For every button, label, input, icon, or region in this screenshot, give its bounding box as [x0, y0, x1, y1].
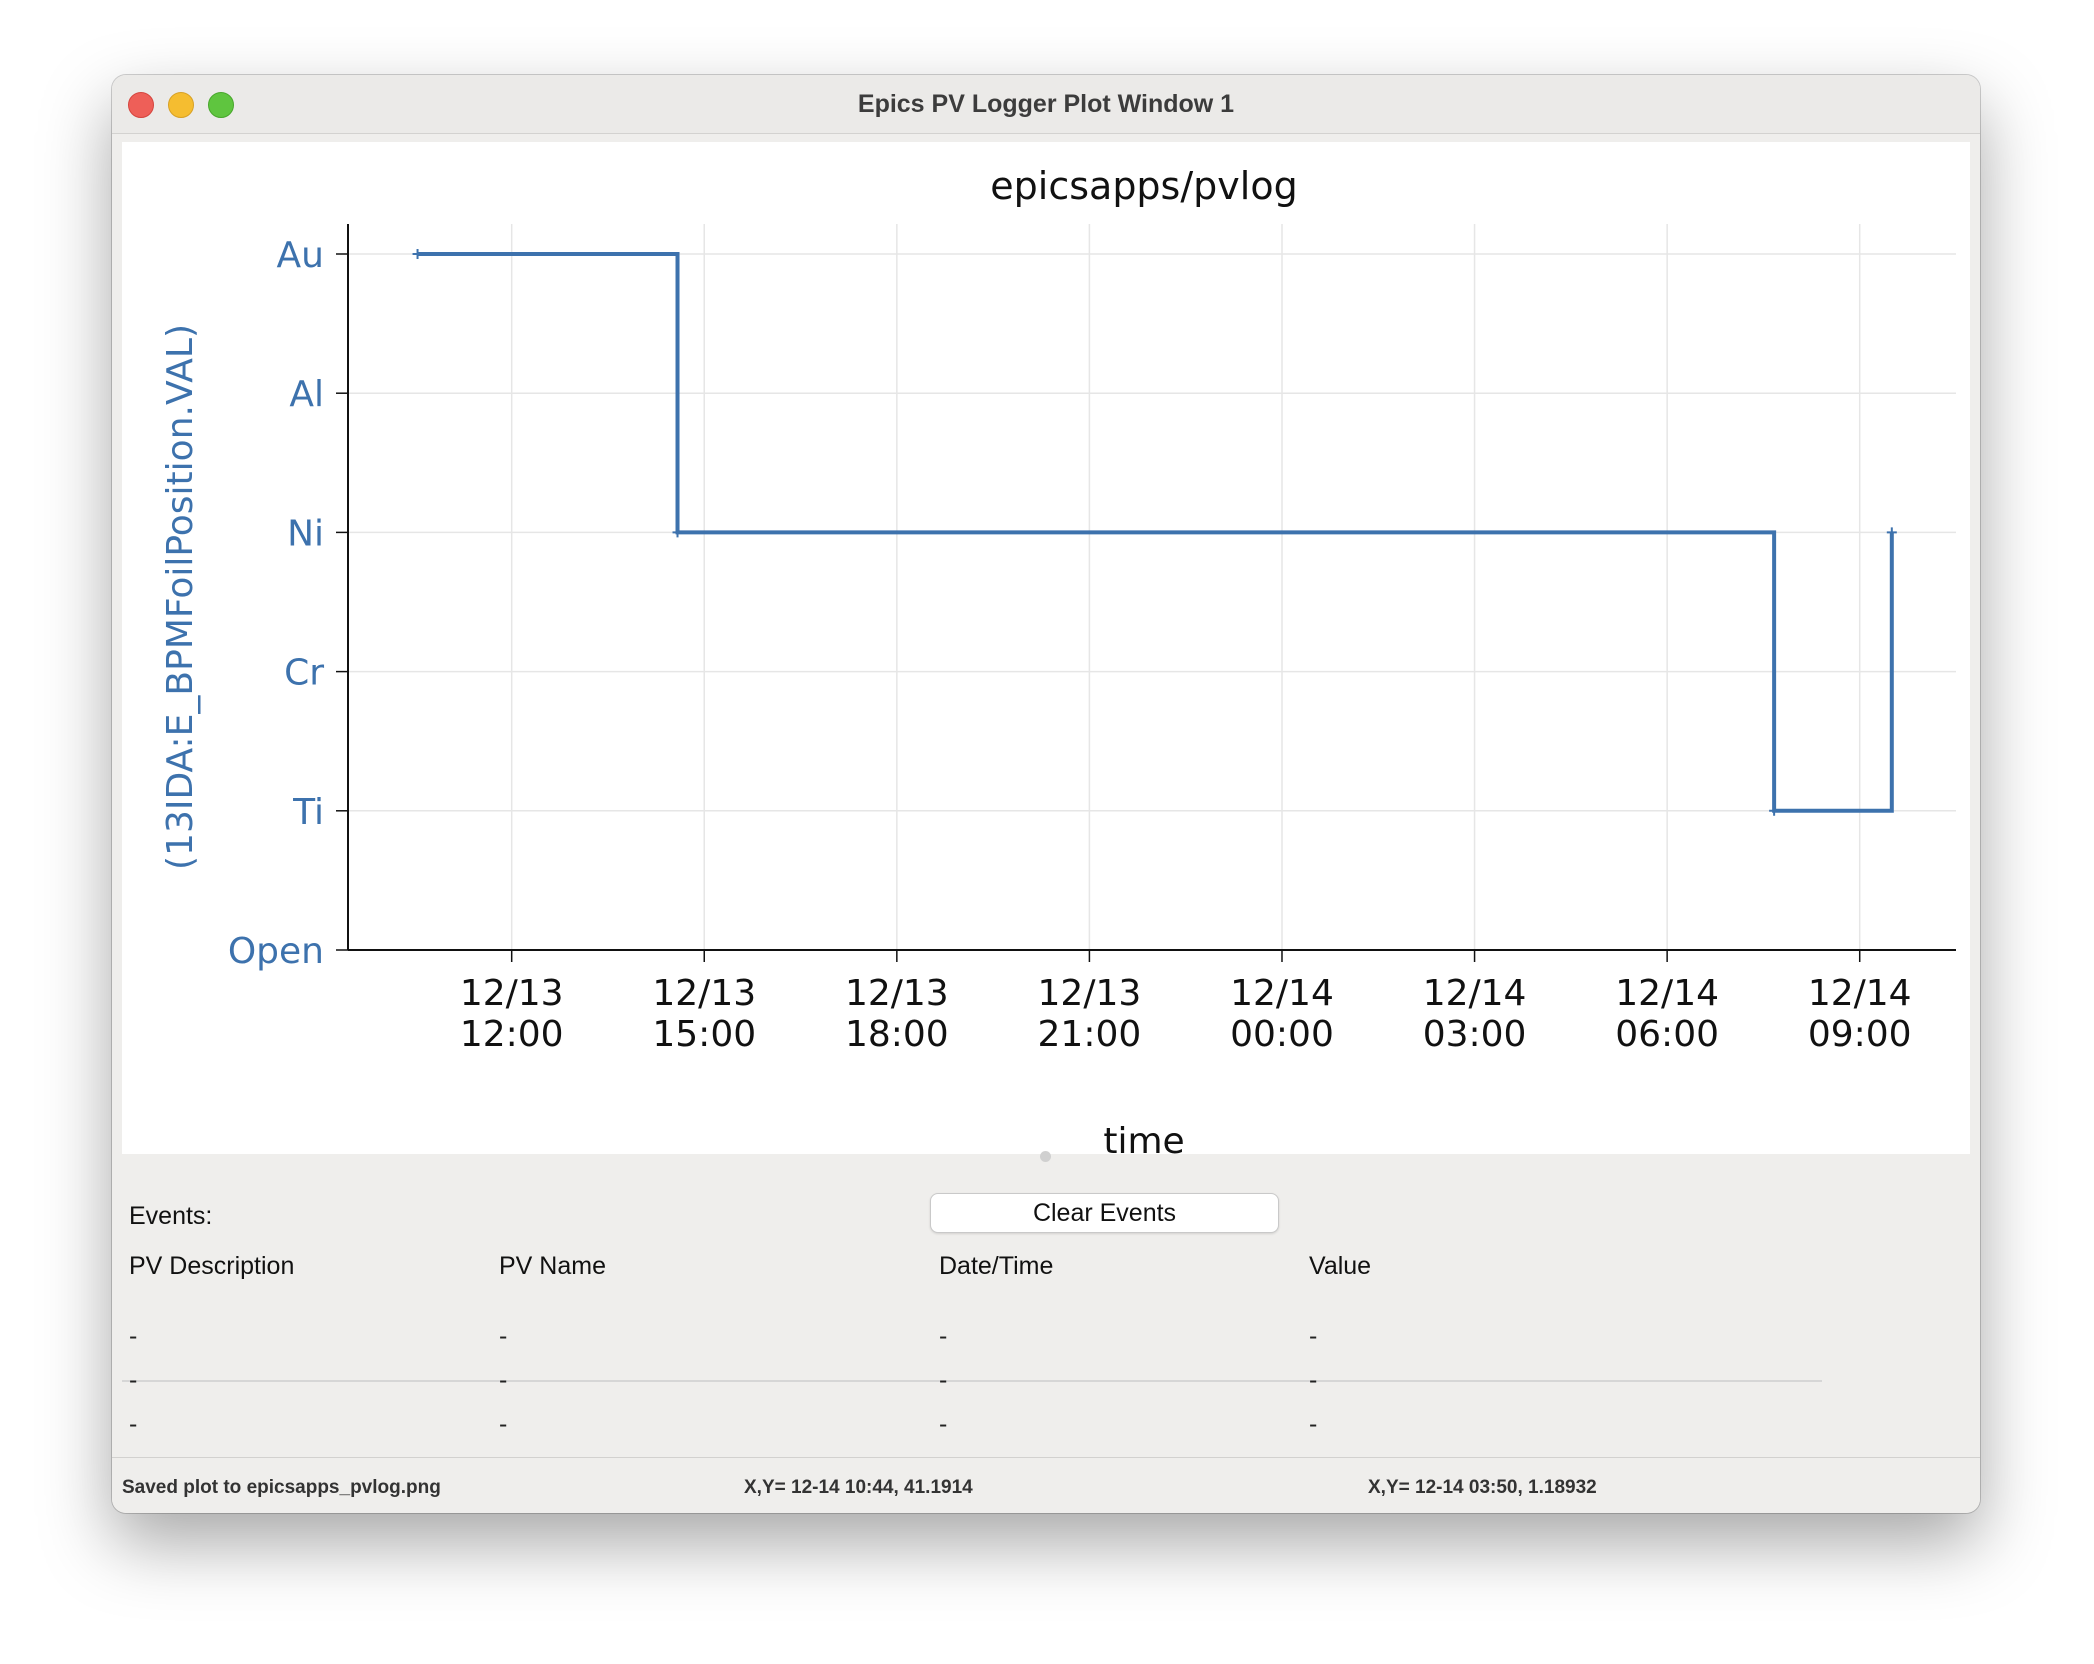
x-tick-label: 12/13 [1038, 973, 1142, 1014]
plot-title: epicsapps/pvlog [990, 164, 1297, 208]
x-tick-label: 12:00 [460, 1014, 564, 1055]
table-cell: - [939, 1322, 948, 1350]
minimize-button[interactable] [168, 92, 194, 118]
table-cell: - [129, 1410, 138, 1438]
window-title: Epics PV Logger Plot Window 1 [857, 90, 1235, 118]
table-cell: - [129, 1322, 138, 1350]
table-cell: - [1309, 1366, 1318, 1394]
data-point-marker [1886, 527, 1897, 538]
x-tick-label: 12/14 [1423, 973, 1527, 1014]
table-cell: - [129, 1366, 138, 1394]
x-tick-label: 06:00 [1615, 1014, 1719, 1055]
x-tick-label: 12/13 [460, 973, 564, 1014]
tick-labels: OpenTiCrNiAlAu12/1312:0012/1315:0012/131… [228, 235, 1912, 1055]
column-header-date-time[interactable]: Date/Time [939, 1252, 1054, 1280]
status-cursor-readout-1: X,Y= 12-14 10:44, 41.1914 [744, 1477, 973, 1498]
x-tick-label: 15:00 [652, 1014, 756, 1055]
splitter-handle[interactable] [1040, 1151, 1051, 1162]
x-tick-label: 18:00 [845, 1014, 949, 1055]
title-bar[interactable]: Epics PV Logger Plot Window 1 [112, 75, 1980, 134]
table-cell: - [499, 1322, 508, 1350]
column-header-pv-name[interactable]: PV Name [499, 1252, 606, 1280]
y-tick-label: Al [289, 374, 324, 415]
table-cell: - [939, 1366, 948, 1394]
table-cell: - [1309, 1322, 1318, 1350]
table-cell: - [499, 1410, 508, 1438]
events-label: Events: [129, 1202, 213, 1230]
axes [336, 224, 1956, 962]
app-window: Epics PV Logger Plot Window 1 Open Ti Cr Ni… [112, 75, 1980, 1513]
y-axis-label: (13IDA:E_BPMFoilPosition.VAL) [160, 324, 201, 870]
plot-canvas[interactable]: OpenTiCrNiAlAu12/1312:0012/1315:0012/131… [122, 142, 1970, 1154]
zoom-button[interactable] [208, 92, 234, 118]
grid-lines [348, 224, 1956, 950]
x-tick-label: 09:00 [1808, 1014, 1912, 1055]
data-point-marker [1769, 805, 1780, 816]
status-bar: Saved plot to epicsapps_pvlog.png X,Y= 1… [112, 1457, 1980, 1513]
events-panel: Events: Clear Events PV Description PV N… [112, 1160, 1980, 1460]
x-tick-label: 12/14 [1615, 973, 1719, 1014]
x-tick-label: 03:00 [1423, 1014, 1527, 1055]
y-tick-label: Cr [284, 653, 324, 694]
y-tick-label: Ni [287, 513, 324, 554]
x-tick-label: 12/14 [1808, 973, 1912, 1014]
close-button[interactable] [128, 92, 154, 118]
table-cell: - [1309, 1410, 1318, 1438]
x-tick-label: 12/13 [845, 973, 949, 1014]
x-tick-label: 21:00 [1038, 1014, 1142, 1055]
x-tick-label: 00:00 [1230, 1014, 1334, 1055]
status-message: Saved plot to epicsapps_pvlog.png [122, 1477, 441, 1498]
x-axis-label: time [1103, 1121, 1184, 1154]
table-cell: - [499, 1366, 508, 1394]
table-header-divider [122, 1380, 1822, 1382]
y-tick-label: Au [277, 235, 324, 276]
y-tick-label: Open [228, 931, 324, 972]
data-point-marker [672, 527, 683, 538]
data-point-marker [412, 249, 423, 259]
x-tick-label: 12/13 [652, 973, 756, 1014]
series-layer [412, 249, 1897, 816]
x-tick-label: 12/14 [1230, 973, 1334, 1014]
column-header-value[interactable]: Value [1309, 1252, 1372, 1280]
clear-events-button[interactable]: Clear Events [930, 1193, 1279, 1233]
series-line [417, 252, 1894, 813]
plot-panel[interactable]: Open Ti Cr Ni Al Au 12/13 12:00 12/13 15:00 12/13 1… [122, 142, 1970, 1154]
column-header-pv-description[interactable]: PV Description [129, 1252, 295, 1280]
table-cell: - [939, 1410, 948, 1438]
status-cursor-readout-2: X,Y= 12-14 03:50, 1.18932 [1368, 1477, 1597, 1498]
y-tick-label: Ti [292, 792, 324, 833]
